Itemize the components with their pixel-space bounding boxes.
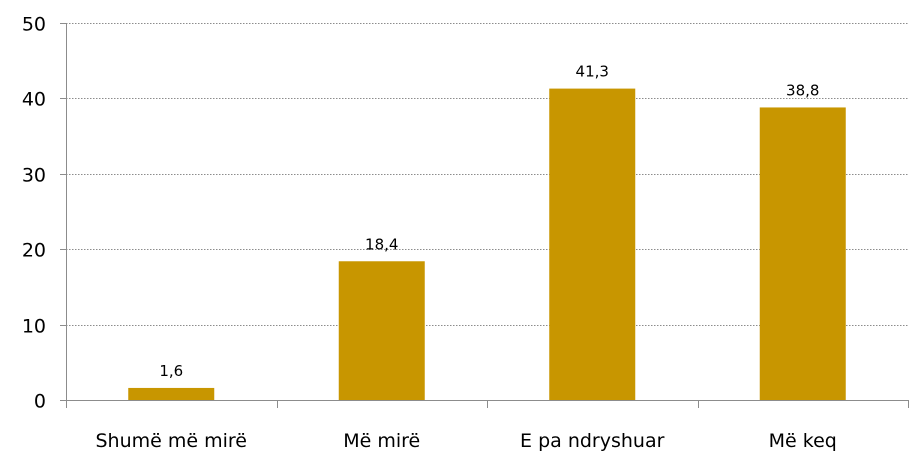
y-tick-label: 0 — [34, 391, 46, 413]
y-tick-label: 20 — [22, 240, 46, 262]
x-category-label: Shumë më mirë — [96, 430, 248, 452]
bar — [549, 88, 636, 401]
data-label: 1,6 — [159, 362, 183, 380]
data-label: 18,4 — [365, 235, 398, 253]
y-tick-label: 30 — [22, 165, 46, 187]
data-labels: 1,6 18,4 41,3 38,8 — [159, 63, 819, 380]
x-category-labels: Shumë më mirë Më mirë E pa ndryshuar Më keq — [96, 430, 837, 452]
x-category-label: E pa ndryshuar — [520, 430, 665, 452]
y-tick-labels: 0 10 20 30 40 50 — [22, 14, 46, 413]
y-tick-label: 40 — [22, 89, 46, 111]
y-tick-label: 50 — [22, 14, 46, 36]
bar — [759, 107, 846, 400]
x-category-label: Më keq — [769, 430, 837, 452]
y-tick-label: 10 — [22, 316, 46, 338]
data-label: 38,8 — [786, 81, 819, 99]
bar — [338, 261, 425, 400]
axes — [60, 23, 909, 408]
bar — [128, 387, 215, 400]
grid-lines — [66, 23, 908, 326]
data-label: 41,3 — [576, 63, 609, 81]
x-category-label: Më mirë — [343, 430, 420, 452]
bars — [128, 88, 846, 401]
